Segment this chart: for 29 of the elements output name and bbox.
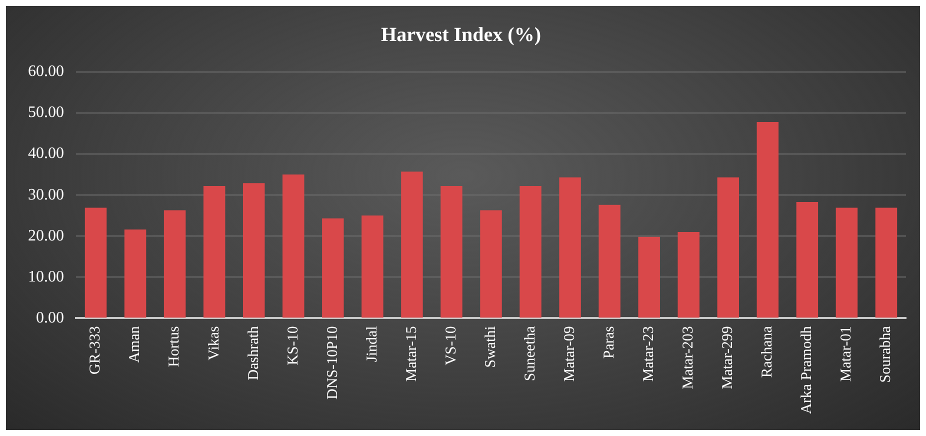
x-tick-label: Jindal bbox=[364, 326, 380, 362]
x-tick-label: Matar-15 bbox=[404, 326, 420, 382]
x-tick-label: Sourabha bbox=[878, 326, 894, 383]
x-tick-label: Suneetha bbox=[522, 326, 538, 382]
x-tick-label: GR-333 bbox=[88, 326, 104, 374]
y-tick-label: 0.00 bbox=[36, 309, 64, 326]
x-tick-label: Matar-23 bbox=[641, 326, 658, 382]
x-tick-label: Swathi bbox=[482, 326, 499, 368]
y-tick-label: 60.00 bbox=[28, 63, 64, 80]
x-tick-label: Matar-01 bbox=[838, 326, 855, 382]
chart-title: Harvest Index (%) bbox=[381, 24, 541, 46]
x-tick-label: Paras bbox=[602, 326, 618, 359]
y-tick-label: 30.00 bbox=[28, 186, 64, 204]
x-tick-label: Hortus bbox=[166, 326, 183, 367]
x-tick-label: Rachana bbox=[760, 326, 776, 378]
x-tick-label: DNS-10P10 bbox=[324, 326, 341, 400]
x-tick-label: Matar-299 bbox=[720, 326, 736, 390]
y-tick-label: 50.00 bbox=[28, 104, 64, 122]
x-tick-label: KS-10 bbox=[285, 326, 302, 366]
x-tick-label: Vikas bbox=[206, 326, 222, 360]
x-tick-label: VS-10 bbox=[443, 326, 460, 366]
x-tick-label: Dashrath bbox=[246, 326, 262, 380]
y-tick-label: 10.00 bbox=[28, 268, 64, 286]
x-tick-label: Aman bbox=[127, 326, 144, 363]
x-tick-label: Matar-203 bbox=[680, 326, 697, 390]
x-tick-label: Matar-09 bbox=[562, 326, 578, 382]
y-tick-label: 40.00 bbox=[28, 145, 64, 162]
x-tick-label: Arka Pramodh bbox=[799, 326, 816, 414]
y-tick-label: 20.00 bbox=[28, 227, 64, 244]
